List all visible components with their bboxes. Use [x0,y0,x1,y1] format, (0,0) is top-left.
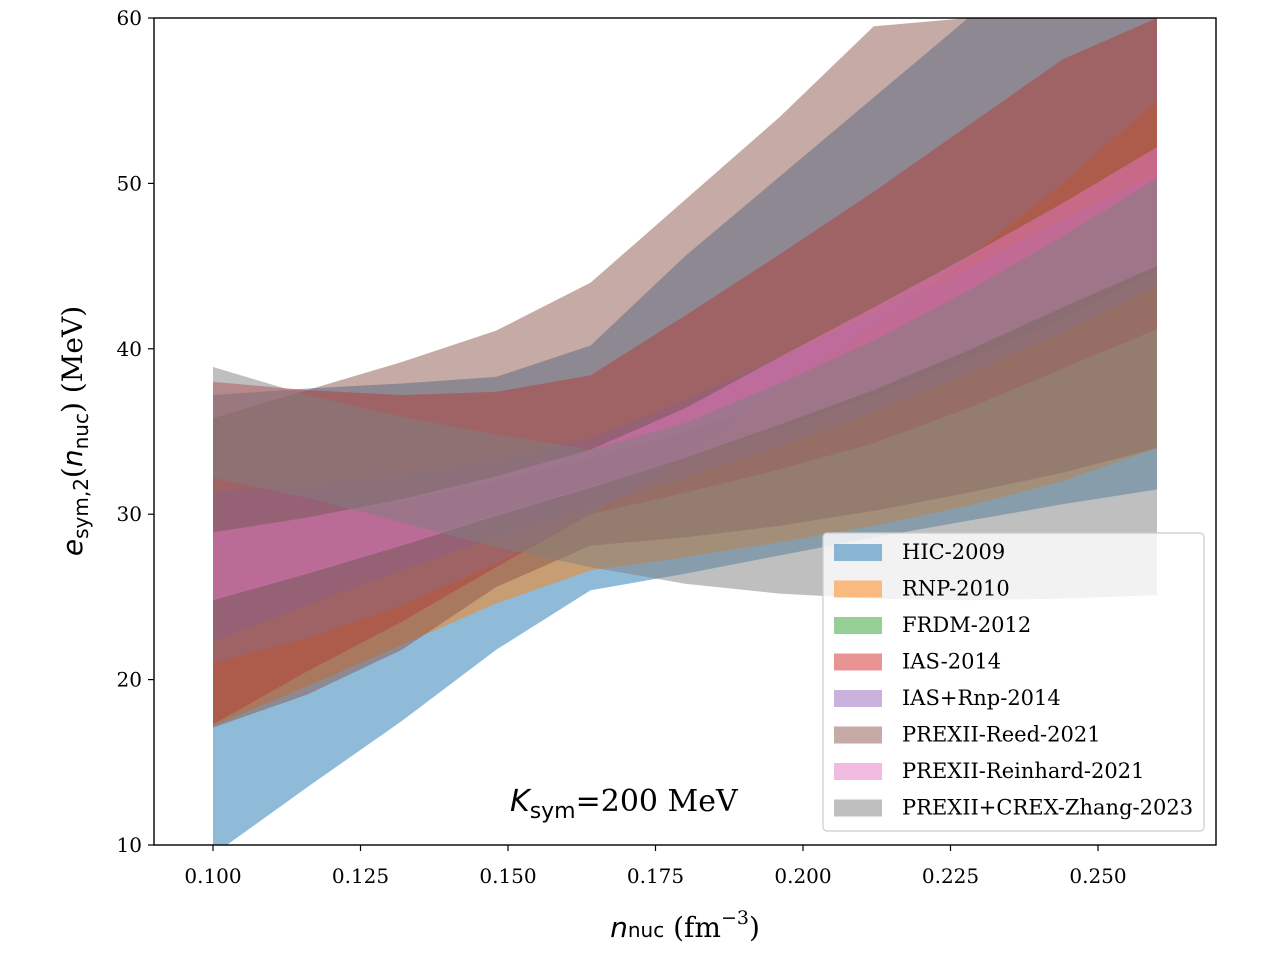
y-label-post: ) (MeV) [56,306,89,413]
legend-swatch [834,580,882,598]
legend-box [822,532,1205,832]
legend-label: FRDM-2012 [902,613,1031,637]
x-axis-ticks: 0.100 0.125 0.150 0.175 0.200 0.225 0.250 [184,845,1127,888]
legend-label: PREXII-Reinhard-2021 [902,759,1144,783]
y-label-mid: ( [56,467,89,478]
x-tick-label: 0.250 [1069,864,1126,888]
plot-frame [153,17,1217,846]
annotation-main: K [510,784,532,819]
x-tick-label: 0.150 [479,864,536,888]
x-label-unit-sup: −3 [721,907,749,929]
x-tick-label: 0.200 [774,864,831,888]
legend: HIC-2009 RNP-2010 FRDM-2012 IAS-2014 IAS+Rnp… [822,532,1205,832]
x-label-main: n [610,911,628,944]
x-tick-label: 0.100 [184,864,241,888]
legend-swatch [834,653,882,671]
x-label-unit-post: ) [749,911,760,944]
legend-swatch [834,763,882,780]
x-label-sub: nuc [628,918,664,942]
legend-label: IAS-2014 [902,650,1001,674]
y-axis-ticks: 10 20 30 40 50 60 [117,6,154,857]
y-tick-label: 20 [117,668,142,692]
y-tick-label: 40 [117,337,142,361]
y-tick-label: 10 [117,833,142,857]
legend-label: PREXII-Reed-2021 [902,723,1101,747]
legend-label: HIC-2009 [902,540,1005,564]
annotation-rest: =200 MeV [576,784,739,819]
y-axis-label: esym,2(nnuc) (MeV) [56,306,93,556]
x-tick-label: 0.125 [332,864,389,888]
y-label-arg-sub: nuc [69,413,93,449]
y-label-main: e [56,539,89,556]
legend-label: PREXII+CREX-Zhang-2023 [902,796,1193,820]
band-prexii-reed-2021 [213,18,1157,728]
y-tick-label: 30 [117,502,142,526]
y-tick-label: 50 [117,171,142,195]
y-tick-label: 60 [117,6,142,30]
legend-swatch [834,690,882,707]
legend-swatch [834,617,882,634]
legend-swatch [834,726,882,744]
x-tick-label: 0.225 [922,864,979,888]
ksym-annotation: Ksym=200 MeV [510,784,739,824]
y-label-arg: n [56,449,89,467]
legend-label: RNP-2010 [902,577,1010,601]
x-axis-label: nnuc (fm−3) [610,907,760,944]
legend-label: IAS+Rnp-2014 [902,686,1061,710]
y-label-sub: sym,2 [69,478,93,539]
band-layer [213,18,1157,845]
x-tick-label: 0.175 [627,864,684,888]
legend-swatch [834,799,882,817]
band-prexii-crex-zhang-2023 [213,178,1157,601]
annotation-sub: sym [530,799,576,824]
legend-swatch [834,544,882,561]
x-label-unit-pre: (fm [664,911,721,944]
band-prexii-reinhard-2021 [213,147,1157,601]
